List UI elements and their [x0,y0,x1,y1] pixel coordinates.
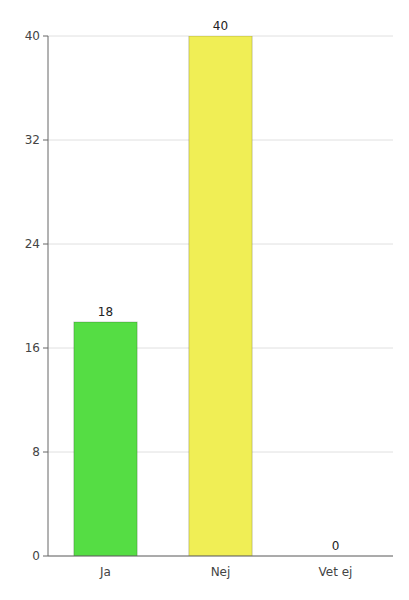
data-labels: 18 40 0 [98,19,339,553]
x-tick-label: Ja [99,565,111,579]
data-label: 0 [332,539,340,553]
chart-container: 0 8 16 24 32 40 Ja Nej Vet ej 18 40 0 [0,0,409,600]
y-tick [43,556,48,557]
bar [74,322,137,556]
y-tick-label: 40 [25,29,40,43]
y-tick [43,140,48,141]
y-tick-label: 32 [25,133,40,147]
x-axis-line [48,556,393,557]
data-label: 18 [98,305,113,319]
y-tick [43,452,48,453]
y-tick [43,244,48,245]
y-tick [43,36,48,37]
x-axis: Ja Nej Vet ej [99,565,352,579]
grid-line [48,556,393,557]
data-label: 40 [213,19,228,33]
y-tick [43,348,48,349]
x-tick-label: Vet ej [319,565,353,579]
y-axis: 0 8 16 24 32 40 [25,29,48,563]
y-tick-label: 16 [25,341,40,355]
y-tick-label: 24 [25,237,40,251]
bars [74,36,252,556]
x-tick-label: Nej [211,565,231,579]
bar [189,36,252,556]
y-tick-label: 0 [32,549,40,563]
y-axis-line [48,36,49,556]
chart-svg: 0 8 16 24 32 40 Ja Nej Vet ej 18 40 0 [0,0,409,600]
y-grid [48,36,393,556]
y-tick-label: 8 [32,445,40,459]
